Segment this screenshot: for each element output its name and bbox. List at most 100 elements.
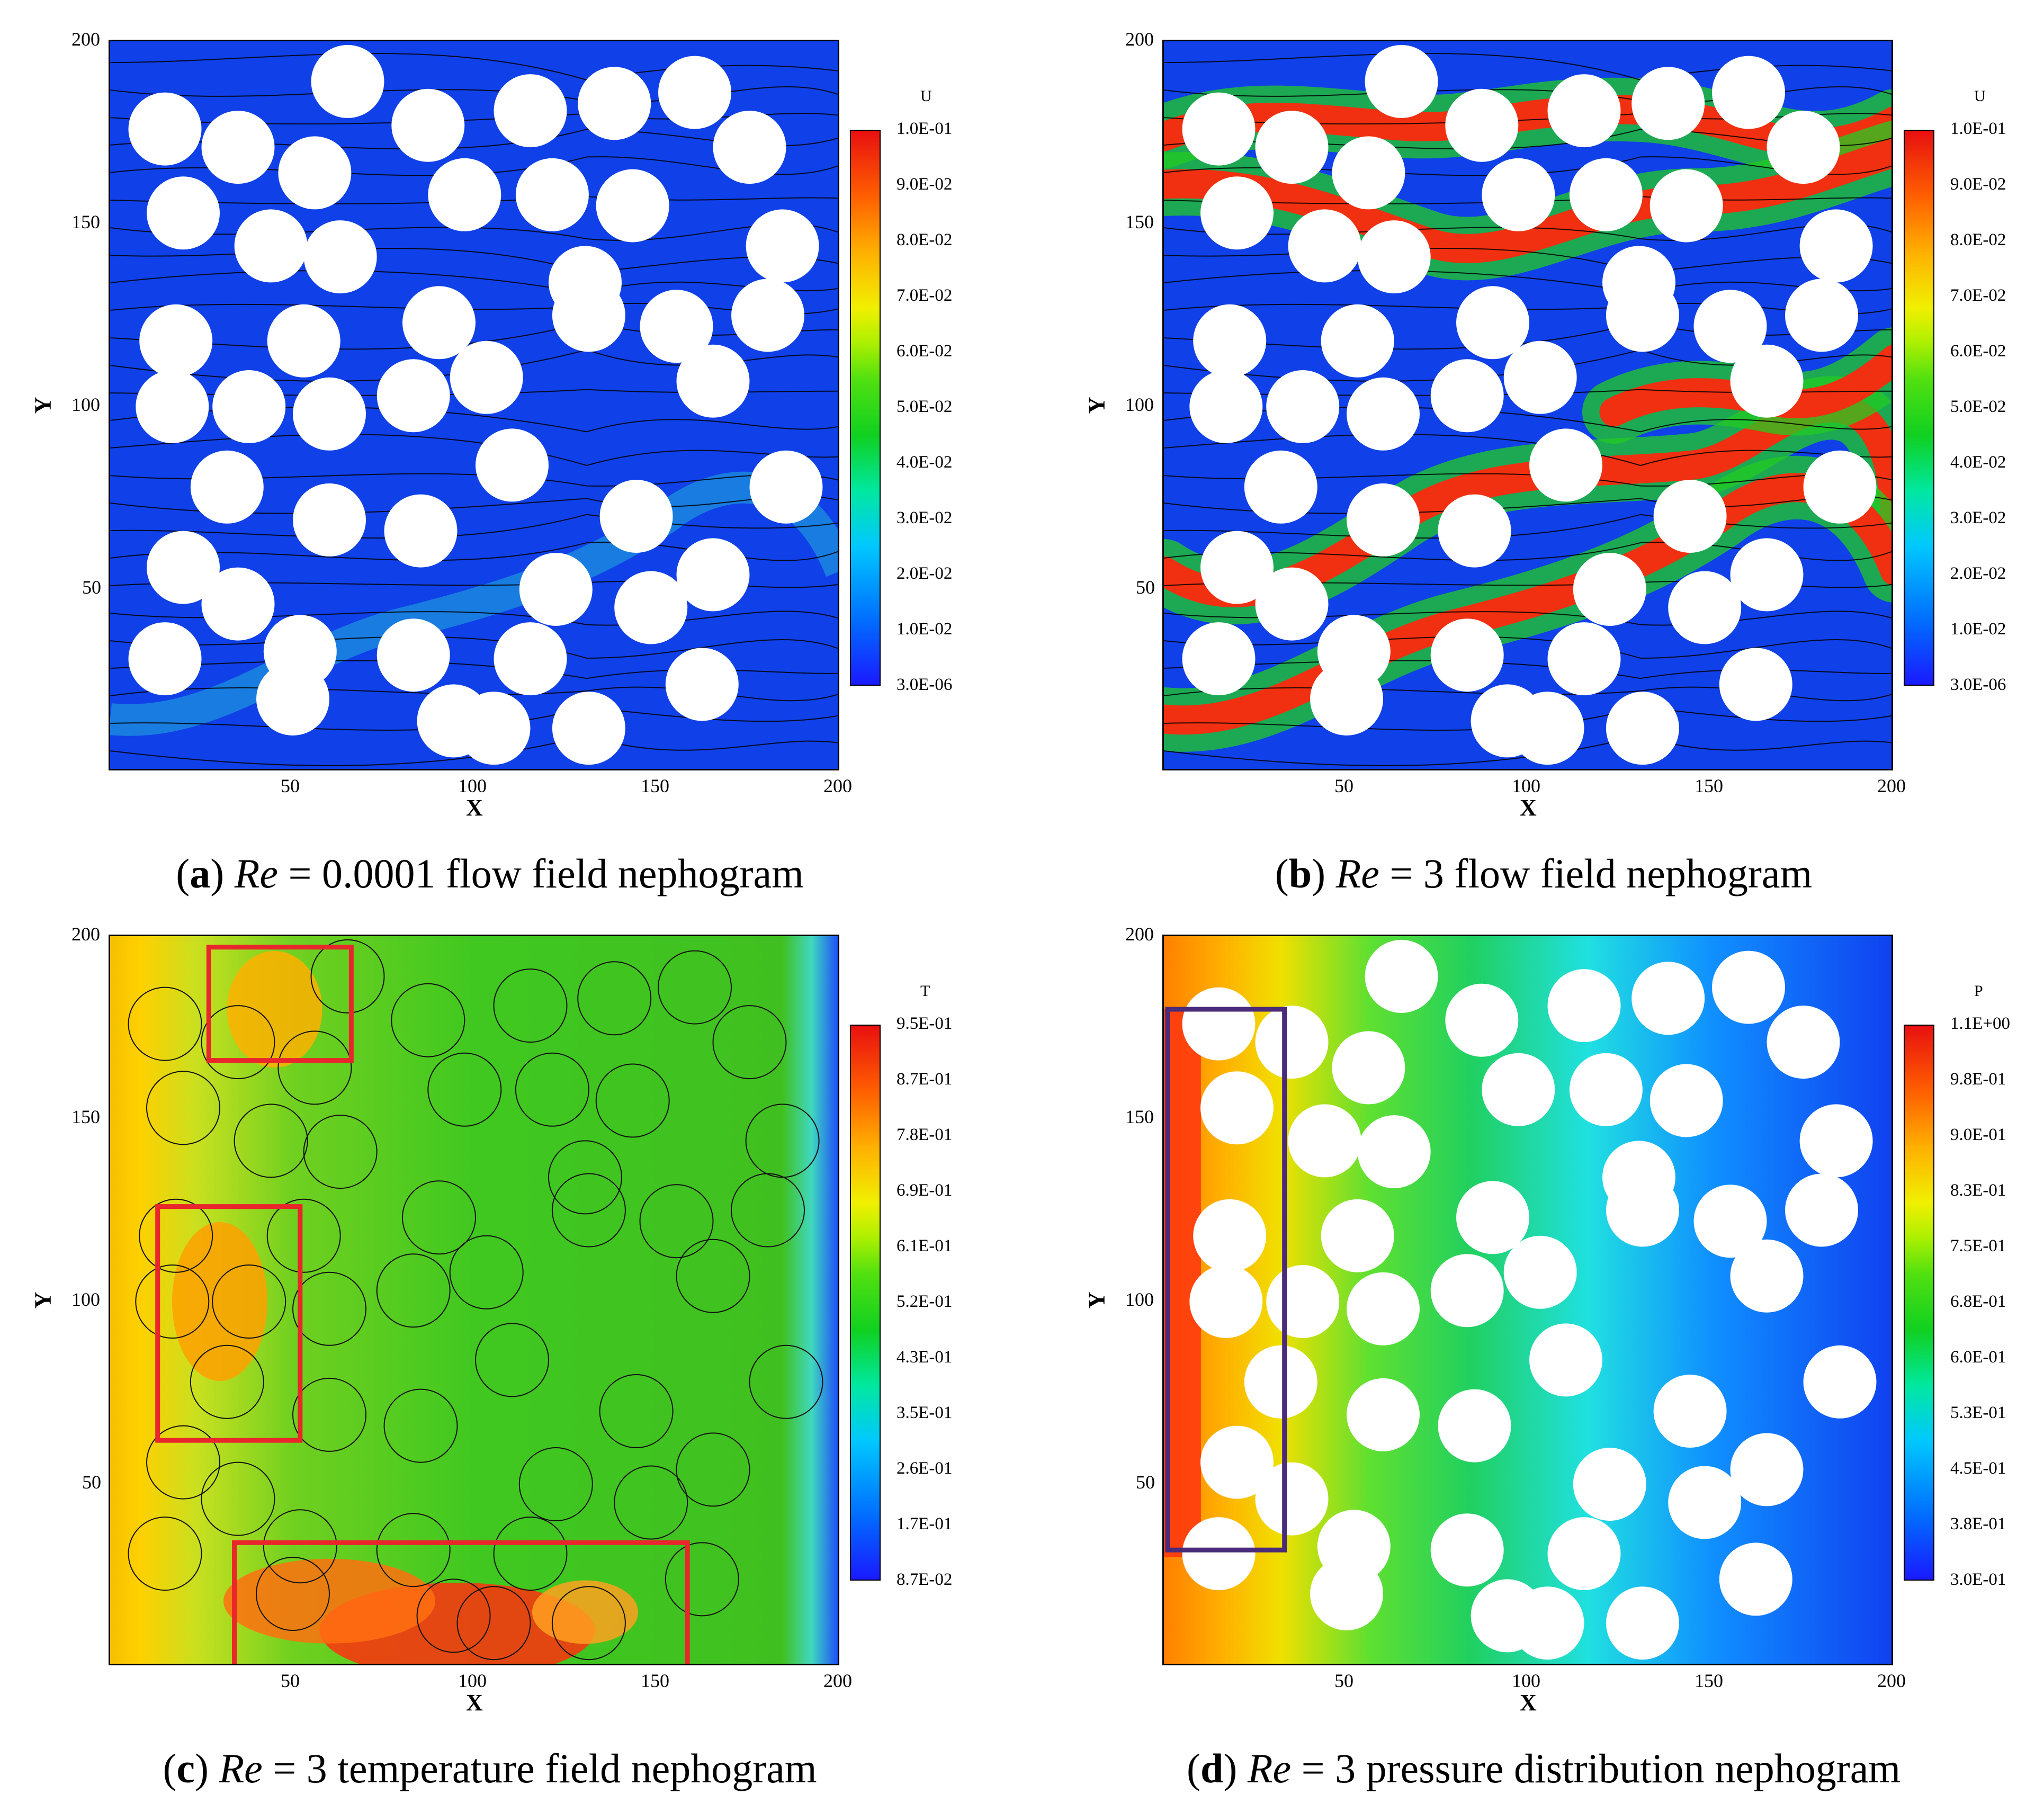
caption-letter: d (1200, 1745, 1224, 1791)
obstacle-circle (1547, 622, 1621, 696)
y-tick-label: 100 (71, 394, 100, 415)
obstacle-circle (749, 1344, 823, 1419)
obstacle-circle (712, 1005, 787, 1080)
obstacle-circle (1668, 1466, 1742, 1539)
y-tick-label: 150 (71, 1106, 100, 1127)
obstacle-circle (147, 531, 220, 604)
y-axis-title: Y (30, 1291, 56, 1309)
obstacle-circle (136, 370, 209, 443)
obstacle-circle (713, 111, 786, 184)
obstacle-circle (266, 1198, 341, 1273)
y-tick-label: 200 (1125, 923, 1154, 945)
obstacle-circle (1288, 1104, 1361, 1178)
obstacle-circle (1430, 1513, 1504, 1587)
obstacle-circle (1511, 1586, 1584, 1660)
colorbar-label: 2.0E-02 (1950, 564, 2006, 583)
obstacle-circle (578, 67, 651, 140)
colorbar-label: 3.0E-02 (1950, 508, 2006, 527)
obstacle-circle (128, 1517, 202, 1591)
obstacle-circle (1288, 209, 1361, 283)
colorbar (850, 1025, 881, 1581)
obstacle-circle (402, 286, 476, 360)
obstacle-circle (1803, 1345, 1877, 1419)
obstacle-circle (1430, 1254, 1504, 1327)
obstacle-circle (577, 961, 652, 1036)
obstacle-circle (234, 209, 308, 283)
hot-spot (172, 1222, 267, 1381)
obstacle-circle (303, 1115, 378, 1189)
colorbar-label: 5.0E-02 (1950, 397, 2006, 416)
obstacle-circle (1255, 567, 1329, 641)
obstacle-circle (1438, 1389, 1511, 1463)
hot-spot (532, 1580, 638, 1644)
x-tick-label: 150 (641, 1670, 669, 1691)
y-tick-label: 200 (1125, 29, 1154, 50)
colorbar-label: 5.3E-01 (1950, 1403, 2006, 1422)
obstacle-circle (1182, 622, 1256, 696)
obstacle-circle (1730, 538, 1804, 612)
obstacle-circle (293, 377, 366, 451)
colorbar-label: 8.0E-02 (897, 230, 953, 249)
obstacle-circle (1730, 1239, 1804, 1313)
obstacle-circle (1606, 279, 1679, 352)
obstacle-circle (676, 1432, 750, 1507)
x-tick-label: 100 (1512, 775, 1540, 796)
colorbar-title: P (1974, 982, 1983, 1000)
colorbar-label: 3.0E-06 (897, 675, 953, 694)
obstacle-circle (293, 483, 366, 557)
obstacle-circle (384, 494, 458, 568)
colorbar-label: 8.0E-02 (1950, 230, 2006, 249)
obstacle-circle (658, 56, 731, 129)
obstacle-circle (1347, 483, 1420, 557)
obstacle-circle (1321, 1199, 1394, 1272)
plot-area (109, 40, 839, 770)
obstacle-circle (1255, 1462, 1329, 1536)
panel-a: 50 100 150 200 50 100 150 200 X Y U 1.0E-01 9.0E-02 8… (30, 29, 977, 898)
y-axis-title: Y (30, 397, 56, 414)
obstacle-circle (1547, 1517, 1621, 1591)
field-svg (110, 41, 838, 769)
obstacle-circle (1189, 370, 1263, 443)
streamline (110, 542, 838, 561)
obstacle-circle (383, 1388, 458, 1463)
field-svg (1164, 41, 1891, 769)
obstacle-circle (552, 692, 625, 765)
colorbar-label: 4.0E-02 (1950, 453, 2006, 472)
caption-re: Re (234, 850, 278, 896)
colorbar-label: 2.0E-02 (897, 564, 953, 583)
obstacle-circle (310, 939, 385, 1013)
obstacle-circle (1712, 56, 1785, 129)
streamline (1164, 706, 1891, 731)
obstacle-circle (595, 1063, 670, 1138)
obstacle-circle (1503, 340, 1577, 414)
x-tick-label: 50 (281, 1670, 300, 1691)
obstacle-circle (519, 553, 593, 626)
colorbar-label: 2.6E-01 (897, 1459, 953, 1478)
obstacle-circle (139, 304, 213, 378)
obstacle-circle (676, 344, 750, 418)
obstacle-circle (1244, 1345, 1317, 1419)
obstacle-circle (1266, 370, 1340, 443)
obstacles (128, 939, 823, 1661)
obstacle-circle (1482, 158, 1555, 231)
y-tick-label: 100 (71, 1289, 100, 1310)
highlight-box (206, 945, 354, 1063)
obstacle-circle (1255, 1006, 1329, 1079)
obstacle-circle (599, 1374, 674, 1448)
obstacle-circle (190, 450, 264, 524)
colorbar-label: 1.0E-01 (1950, 119, 2006, 138)
x-tick-label: 150 (1695, 775, 1723, 796)
obstacle-circle (1456, 286, 1529, 360)
obstacles (128, 44, 823, 765)
obstacle-circle (1803, 450, 1877, 524)
obstacle-circle (614, 571, 688, 644)
panel-b: 50 100 150 200 50 100 150 200 X Y U 1.0E-01 9.0E-02 8… (1083, 29, 2031, 898)
obstacle-circle (128, 986, 202, 1061)
flow-channel-core (1164, 138, 1891, 263)
x-tick-label: 150 (641, 775, 669, 796)
colorbar-label: 6.0E-01 (1950, 1348, 2006, 1367)
y-tick-label: 50 (82, 1472, 101, 1493)
plot-area (1162, 40, 1893, 770)
highlight-box (1165, 1007, 1287, 1553)
obstacle-circle (1182, 92, 1256, 166)
